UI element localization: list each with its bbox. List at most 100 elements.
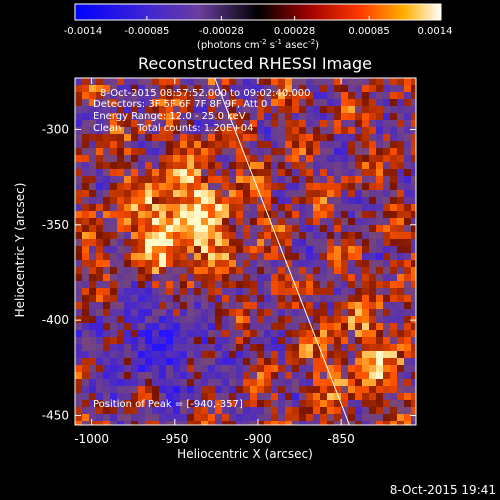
heatmap-cell (341, 330, 348, 337)
heatmap-cell (292, 190, 299, 197)
heatmap-cell (257, 232, 264, 239)
heatmap-cell (278, 232, 285, 239)
heatmap-cell (390, 113, 397, 120)
heatmap-cell (306, 421, 313, 425)
heatmap-cell (103, 134, 110, 141)
heatmap-cell (208, 148, 215, 155)
heatmap-cell (89, 106, 96, 113)
y-axis-ticks: -450-400-350-300 (42, 122, 416, 422)
heatmap-cell (222, 337, 229, 344)
heatmap-cell (201, 295, 208, 302)
heatmap-cell (117, 337, 124, 344)
heatmap-cell (89, 407, 96, 414)
heatmap-cell (159, 337, 166, 344)
heatmap-cell (355, 162, 362, 169)
heatmap-cell (236, 386, 243, 393)
heatmap-cell (348, 239, 355, 246)
heatmap-cell (257, 197, 264, 204)
heatmap-cell (327, 155, 334, 162)
heatmap-cell (75, 232, 82, 239)
heatmap-cell (264, 267, 271, 274)
heatmap-cell (138, 253, 145, 260)
heatmap-cell (117, 99, 124, 106)
heatmap-cell (320, 288, 327, 295)
heatmap-cell (194, 162, 201, 169)
heatmap-cell (229, 225, 236, 232)
heatmap-cell (334, 176, 341, 183)
heatmap-cell (411, 274, 416, 281)
heatmap-cell (138, 169, 145, 176)
heatmap-cell (397, 225, 404, 232)
heatmap-cell (376, 281, 383, 288)
heatmap-cell (411, 365, 416, 372)
heatmap-cell (103, 407, 110, 414)
heatmap-cell (222, 393, 229, 400)
heatmap-cell (124, 78, 131, 85)
heatmap-cell (341, 99, 348, 106)
heatmap-cell (390, 99, 397, 106)
heatmap-cell (285, 365, 292, 372)
heatmap-cell (173, 372, 180, 379)
heatmap-cell (236, 218, 243, 225)
heatmap-cell (75, 113, 82, 120)
heatmap-cell (152, 141, 159, 148)
heatmap-cell (355, 78, 362, 85)
heatmap-cell (369, 148, 376, 155)
heatmap-cell (306, 393, 313, 400)
heatmap-cell (278, 190, 285, 197)
heatmap-cell (355, 239, 362, 246)
heatmap-cell (355, 393, 362, 400)
heatmap-cell (166, 169, 173, 176)
heatmap-cell (82, 78, 89, 85)
heatmap-cell (75, 344, 82, 351)
heatmap-cell (257, 253, 264, 260)
heatmap-cell (138, 407, 145, 414)
heatmap-cell (327, 232, 334, 239)
heatmap-cell (117, 169, 124, 176)
heatmap-cell (89, 274, 96, 281)
heatmap-cell (194, 239, 201, 246)
heatmap-cell (250, 344, 257, 351)
heatmap-cell (194, 379, 201, 386)
heatmap-cell (138, 365, 145, 372)
heatmap-cell (159, 85, 166, 92)
heatmap-cell (138, 421, 145, 425)
heatmap-cell (110, 393, 117, 400)
heatmap-cell (82, 190, 89, 197)
heatmap-cell (222, 358, 229, 365)
heatmap-cell (348, 267, 355, 274)
heatmap-cell (341, 127, 348, 134)
heatmap-cell (404, 372, 411, 379)
heatmap-cell (355, 106, 362, 113)
heatmap-cell (152, 218, 159, 225)
heatmap-cell (250, 351, 257, 358)
heatmap-cell (390, 120, 397, 127)
heatmap-cell (320, 330, 327, 337)
heatmap-cell (215, 386, 222, 393)
heatmap-cell (89, 162, 96, 169)
heatmap-cell (96, 141, 103, 148)
heatmap-cell (103, 155, 110, 162)
heatmap-cell (376, 414, 383, 421)
heatmap-cell (89, 197, 96, 204)
heatmap-cell (124, 281, 131, 288)
heatmap-cell (271, 288, 278, 295)
heatmap-cell (306, 120, 313, 127)
heatmap-cell (257, 148, 264, 155)
heatmap-cell (166, 225, 173, 232)
heatmap-cell (376, 260, 383, 267)
heatmap-cell (397, 358, 404, 365)
heatmap-cell (369, 253, 376, 260)
heatmap-cell (201, 288, 208, 295)
heatmap-cell (327, 113, 334, 120)
heatmap-cell (229, 316, 236, 323)
heatmap-cell (390, 421, 397, 425)
heatmap-cell (390, 204, 397, 211)
heatmap-cell (187, 183, 194, 190)
heatmap-cell (327, 295, 334, 302)
heatmap-cell (397, 421, 404, 425)
heatmap-cell (131, 85, 138, 92)
heatmap-cell (404, 176, 411, 183)
heatmap-cell (194, 141, 201, 148)
heatmap-cell (236, 78, 243, 85)
